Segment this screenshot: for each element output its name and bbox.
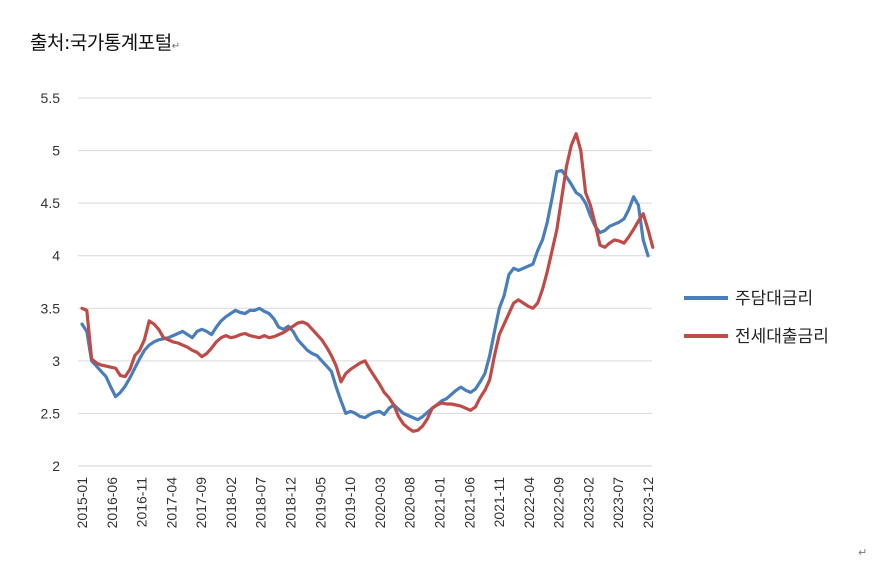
paragraph-mark-bottom: ↵	[858, 546, 868, 559]
x-axis-ticks: 2015-01 2016-06 2016-11 2017-04 2017-09 2018-…	[74, 477, 656, 529]
x-tick-label: 2015-01	[74, 477, 90, 529]
x-tick-label: 2018-07	[253, 477, 269, 529]
y-tick-label: 5	[52, 143, 60, 159]
x-tick-label: 2019-05	[312, 477, 328, 529]
x-tick-label: 2018-02	[223, 477, 239, 529]
y-tick-label: 4	[52, 248, 60, 264]
x-tick-label: 2017-09	[193, 477, 209, 529]
legend-label: 전세대출금리	[735, 327, 829, 347]
y-tick-label: 2.5	[41, 405, 61, 421]
x-tick-label: 2018-12	[283, 477, 299, 529]
x-tick-label: 2022-04	[521, 477, 537, 529]
x-tick-label: 2016-06	[104, 477, 120, 529]
x-tick-label: 2023-07	[610, 477, 626, 529]
x-tick-label: 2021-11	[491, 477, 507, 528]
series-line-1	[80, 132, 655, 433]
y-tick-label: 4.5	[41, 195, 61, 211]
x-tick-label: 2021-01	[431, 477, 447, 529]
x-tick-label: 2016-11	[134, 477, 150, 528]
y-axis-ticks: 2 2.5 3 3.5 4 4.5 5 5.5	[41, 90, 61, 474]
series-lines	[80, 132, 655, 433]
x-tick-label: 2020-08	[402, 477, 418, 529]
y-tick-label: 3.5	[41, 300, 61, 316]
y-tick-label: 2	[52, 458, 60, 474]
x-tick-label: 2021-06	[461, 477, 477, 529]
source-caption: 출처:국가통계포털↵	[30, 28, 180, 55]
y-tick-label: 5.5	[41, 90, 61, 106]
x-tick-label: 2019-10	[342, 477, 358, 529]
paragraph-mark: ↵	[171, 41, 180, 52]
source-text: 출처:국가통계포털	[30, 32, 172, 54]
x-tick-label: 2023-12	[640, 477, 656, 529]
series-line-0	[80, 168, 650, 422]
x-tick-label: 2022-09	[551, 477, 567, 529]
x-tick-label: 2017-04	[163, 477, 179, 529]
y-tick-label: 3	[52, 353, 60, 369]
legend-label: 주담대금리	[735, 289, 813, 309]
x-tick-label: 2023-02	[580, 477, 596, 529]
x-tick-label: 2020-03	[372, 477, 388, 529]
grid-lines	[78, 97, 652, 414]
